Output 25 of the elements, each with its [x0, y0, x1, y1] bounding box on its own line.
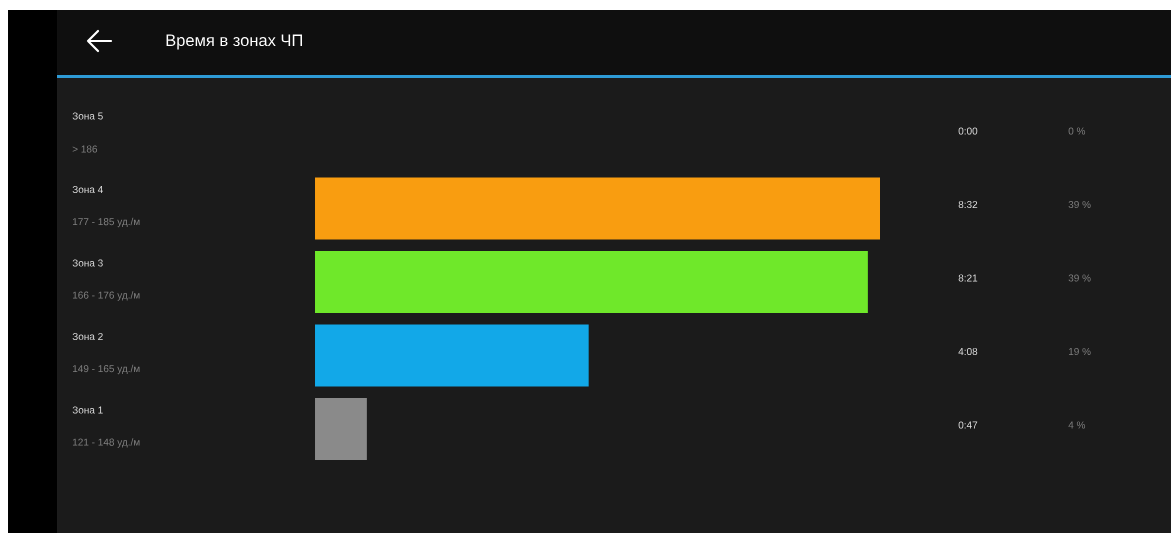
chart-title: Время в зонах ЧП [166, 34, 303, 50]
text: > 186 [72, 145, 98, 153]
data-label: 0:47 [958, 421, 978, 429]
bar [315, 177, 881, 240]
data-label: 8:21 [958, 274, 978, 282]
text: 4 % [1068, 421, 1086, 429]
y-tick-label: Зона 1 [72, 406, 103, 414]
text: 149 - 165 уд./м [72, 364, 140, 375]
data-label: 8:32 [958, 200, 978, 209]
text: 0 % [1068, 127, 1086, 135]
text: 39 % [1068, 200, 1091, 209]
bar [315, 398, 367, 460]
bar [315, 251, 868, 313]
y-tick-label: Зона 3 [72, 259, 103, 267]
y-tick-label: Зона 5 [72, 112, 103, 120]
y-tick-label: Зона 2 [72, 332, 103, 341]
text: 39 % [1068, 274, 1091, 282]
text: 19 % [1068, 347, 1091, 356]
data-label: 4:08 [958, 347, 978, 356]
bar [315, 324, 589, 387]
text: 121 - 148 уд./м [72, 438, 140, 448]
text: 166 - 176 уд./м [72, 291, 140, 301]
text: 177 - 185 уд./м [72, 217, 140, 228]
y-tick-label: Зона 4 [72, 185, 103, 194]
data-label: 0:00 [958, 127, 978, 135]
